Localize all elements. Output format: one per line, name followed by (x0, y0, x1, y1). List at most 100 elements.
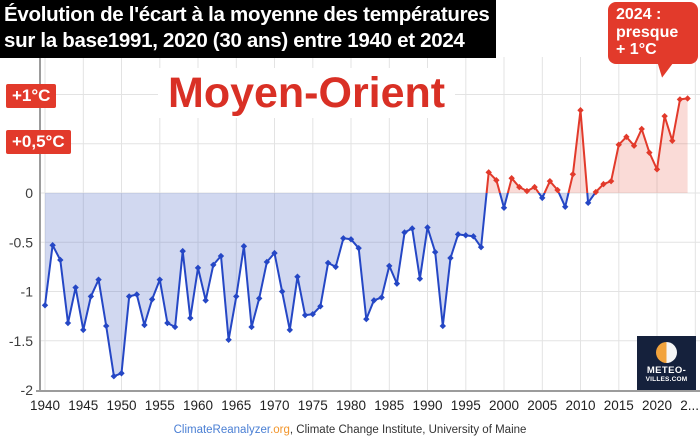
x-tick-label: 2000 (489, 398, 519, 413)
data-point (508, 175, 515, 182)
data-point (623, 133, 630, 141)
logo-text-line1: METEO- (646, 365, 687, 376)
data-point (462, 232, 469, 239)
data-point (103, 322, 110, 330)
data-point (141, 321, 148, 329)
data-point (386, 262, 393, 270)
data-point (179, 247, 186, 255)
data-point (516, 183, 523, 191)
data-point (646, 149, 653, 156)
region-title: Moyen-Orient (158, 68, 456, 118)
data-point (485, 169, 492, 176)
data-point (278, 288, 286, 295)
data-point (439, 322, 446, 330)
data-point (355, 244, 362, 252)
data-point (630, 142, 638, 149)
title-line-1: Évolution de l'écart à la moyenne des te… (4, 3, 490, 26)
data-point (240, 242, 248, 250)
data-point (64, 319, 72, 327)
footer-credit: ClimateReanalyzer.org, Climate Change In… (0, 424, 700, 436)
data-point (95, 276, 102, 283)
y-axis-badge-plus05: +0,5°C (6, 130, 71, 154)
data-point (164, 319, 171, 327)
data-point (431, 248, 439, 256)
data-point (424, 224, 431, 231)
data-point (324, 259, 332, 267)
meteo-villes-logo: METEO- VILLES.COM (637, 336, 696, 390)
footer-link-name: ClimateReanalyzer (173, 424, 271, 436)
data-point (194, 264, 202, 272)
data-point (294, 273, 301, 280)
data-point (263, 258, 271, 266)
area-below-zero (45, 193, 688, 377)
data-point (118, 370, 125, 377)
callout-line-1: 2024 : (616, 6, 662, 23)
x-tick-label: 1985 (374, 398, 404, 413)
x-tick-label: 1945 (68, 398, 98, 413)
data-point (110, 373, 118, 380)
data-point (340, 235, 347, 242)
data-point (393, 280, 401, 287)
data-point (409, 225, 416, 232)
data-point (470, 233, 477, 240)
y-tick-label: -2 (21, 382, 34, 398)
data-point (577, 107, 584, 114)
data-point (531, 183, 538, 191)
data-point (171, 323, 179, 331)
data-point (416, 275, 424, 282)
title-line-2: sur la base1991, 2020 (30 ans) entre 194… (4, 29, 465, 52)
data-point (661, 112, 668, 120)
climate-reanalyzer-link[interactable]: ClimateReanalyzer.org (174, 424, 290, 436)
callout-line-3: + 1°C (616, 41, 657, 58)
x-tick-label: 1990 (412, 398, 442, 413)
data-point (477, 243, 485, 251)
data-point (187, 314, 194, 322)
area-above-zero (45, 98, 688, 193)
footer-credit-rest: , Climate Change Institute, University o… (289, 424, 527, 436)
data-point (225, 336, 232, 343)
data-point (133, 291, 140, 298)
data-point (638, 125, 645, 133)
x-tick-label: 1995 (451, 398, 481, 413)
data-point (363, 315, 370, 323)
logo-text-line2: VILLES.COM (645, 376, 688, 383)
data-point (80, 326, 87, 334)
data-point (539, 194, 546, 202)
data-point (72, 284, 79, 291)
data-point (676, 96, 684, 103)
x-tick-label: 1960 (183, 398, 213, 413)
data-point (554, 186, 561, 194)
y-tick-label: -1.5 (9, 333, 33, 349)
data-point (41, 302, 49, 309)
data-point (332, 263, 339, 271)
data-point (493, 176, 500, 184)
chart-header-title: Évolution de l'écart à la moyenne des te… (0, 0, 497, 58)
data-point (615, 141, 622, 148)
x-tick-label: 1940 (30, 398, 60, 413)
data-point (57, 256, 64, 264)
data-point (87, 293, 95, 300)
data-point (607, 177, 615, 185)
data-point (347, 236, 355, 243)
x-tick-label: 1955 (145, 398, 175, 413)
data-point (301, 311, 309, 319)
x-tick-label: 1970 (259, 398, 289, 413)
data-point (600, 180, 607, 188)
x-tick-label: 1950 (106, 398, 136, 413)
data-point (217, 252, 225, 260)
data-point (271, 249, 278, 257)
x-tick-label: 2015 (604, 398, 634, 413)
data-point (546, 177, 554, 185)
data-point (584, 199, 592, 207)
x-tick-label: 1975 (298, 398, 328, 413)
data-point (447, 254, 454, 262)
data-point (125, 293, 133, 300)
y-tick-label: -0.5 (9, 234, 33, 250)
data-point (653, 166, 661, 173)
data-point (256, 295, 263, 302)
callout-2024: 2024 : presque + 1°C (608, 2, 698, 64)
data-point (562, 203, 569, 210)
meteo-villes-logo-icon (656, 342, 677, 363)
